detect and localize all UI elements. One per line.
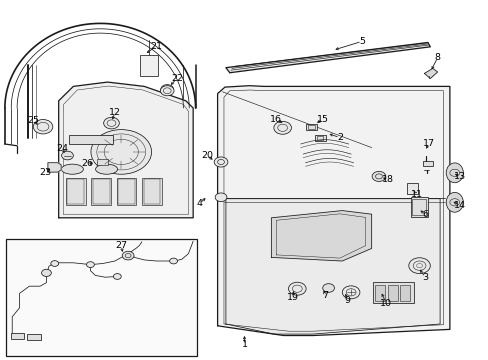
Polygon shape [225,42,429,73]
Polygon shape [225,42,429,73]
Text: 7: 7 [322,291,327,300]
Text: 26: 26 [81,159,93,168]
Circle shape [288,282,305,295]
Circle shape [169,258,177,264]
Bar [69,135,113,144]
Text: 16: 16 [270,115,282,124]
Bar [387,285,397,301]
Text: 22: 22 [171,74,183,83]
Circle shape [342,286,359,299]
Bar [406,183,417,194]
Circle shape [408,258,429,274]
Circle shape [161,85,173,94]
Text: 12: 12 [109,108,121,117]
Circle shape [214,157,227,167]
Text: 1: 1 [241,341,247,349]
Circle shape [122,251,134,260]
Text: 5: 5 [358,37,364,46]
Text: 11: 11 [410,190,422,199]
Polygon shape [424,68,437,78]
Polygon shape [59,82,193,218]
Text: 9: 9 [344,296,349,305]
Bar [315,135,325,141]
Circle shape [215,193,226,202]
Text: 4: 4 [196,199,202,208]
Ellipse shape [446,163,463,183]
Text: 6: 6 [422,210,427,219]
Text: 23: 23 [39,167,51,176]
Polygon shape [225,199,439,334]
Circle shape [113,274,121,279]
Bar [400,285,409,301]
Polygon shape [217,86,449,336]
Bar [316,136,322,140]
Circle shape [91,130,151,174]
Bar [117,178,136,205]
Bar [67,179,84,204]
Text: 13: 13 [453,172,465,181]
Circle shape [86,262,94,267]
Text: 27: 27 [115,241,127,250]
Circle shape [61,151,73,160]
Bar [6,239,196,356]
Circle shape [51,261,59,266]
Bar [11,333,24,339]
Bar [66,178,85,205]
Bar [422,161,432,166]
Text: 24: 24 [56,144,68,153]
Bar [411,199,425,215]
Bar [27,334,41,340]
Bar [410,197,427,217]
Circle shape [103,117,119,129]
Bar [140,55,158,76]
Bar [97,159,107,165]
Bar [118,179,135,204]
Text: 25: 25 [27,116,39,125]
Ellipse shape [61,164,83,174]
Polygon shape [271,211,371,261]
Circle shape [322,284,334,292]
Text: 18: 18 [381,175,393,184]
Bar [143,179,160,204]
Bar [307,125,314,129]
Text: 20: 20 [201,151,212,160]
Text: 21: 21 [150,41,162,50]
Circle shape [371,171,385,181]
Text: 10: 10 [380,299,391,307]
Bar [305,124,316,130]
Circle shape [33,120,53,134]
Text: 8: 8 [434,53,440,62]
Polygon shape [48,163,61,172]
Bar [372,282,413,303]
Circle shape [273,121,291,134]
Bar [142,178,162,205]
Text: 15: 15 [316,115,328,124]
Text: 3: 3 [422,273,427,282]
Bar [374,285,384,301]
Text: 14: 14 [453,201,465,210]
Ellipse shape [96,164,117,174]
Bar [93,179,109,204]
Circle shape [160,86,174,96]
Text: 2: 2 [336,133,342,142]
Ellipse shape [446,192,463,212]
Text: 19: 19 [287,292,299,302]
Bar [91,178,111,205]
Text: 17: 17 [423,139,434,148]
Circle shape [41,269,51,276]
